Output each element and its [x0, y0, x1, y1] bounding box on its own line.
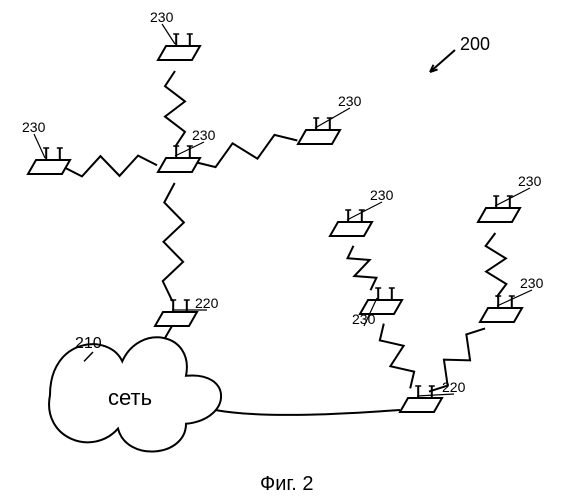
device-ref-label: 220 [195, 295, 219, 311]
figure-ref-label: 200 [460, 34, 490, 54]
device-ref-label: 220 [442, 379, 466, 395]
device-ref-label: 230 [518, 173, 542, 189]
device-ref-label: 230 [338, 93, 362, 109]
device-ref-label: 230 [352, 311, 376, 327]
device-ref-label: 230 [22, 119, 46, 135]
device-ref-label: 230 [150, 9, 174, 25]
device-ref-label: 230 [370, 187, 394, 203]
cloud-label: сеть [108, 385, 152, 410]
device-ref-label: 230 [520, 275, 544, 291]
figure-caption: Фиг. 2 [260, 473, 313, 495]
cloud-ref-label: 210 [75, 335, 102, 352]
device-ref-label: 230 [192, 127, 216, 143]
